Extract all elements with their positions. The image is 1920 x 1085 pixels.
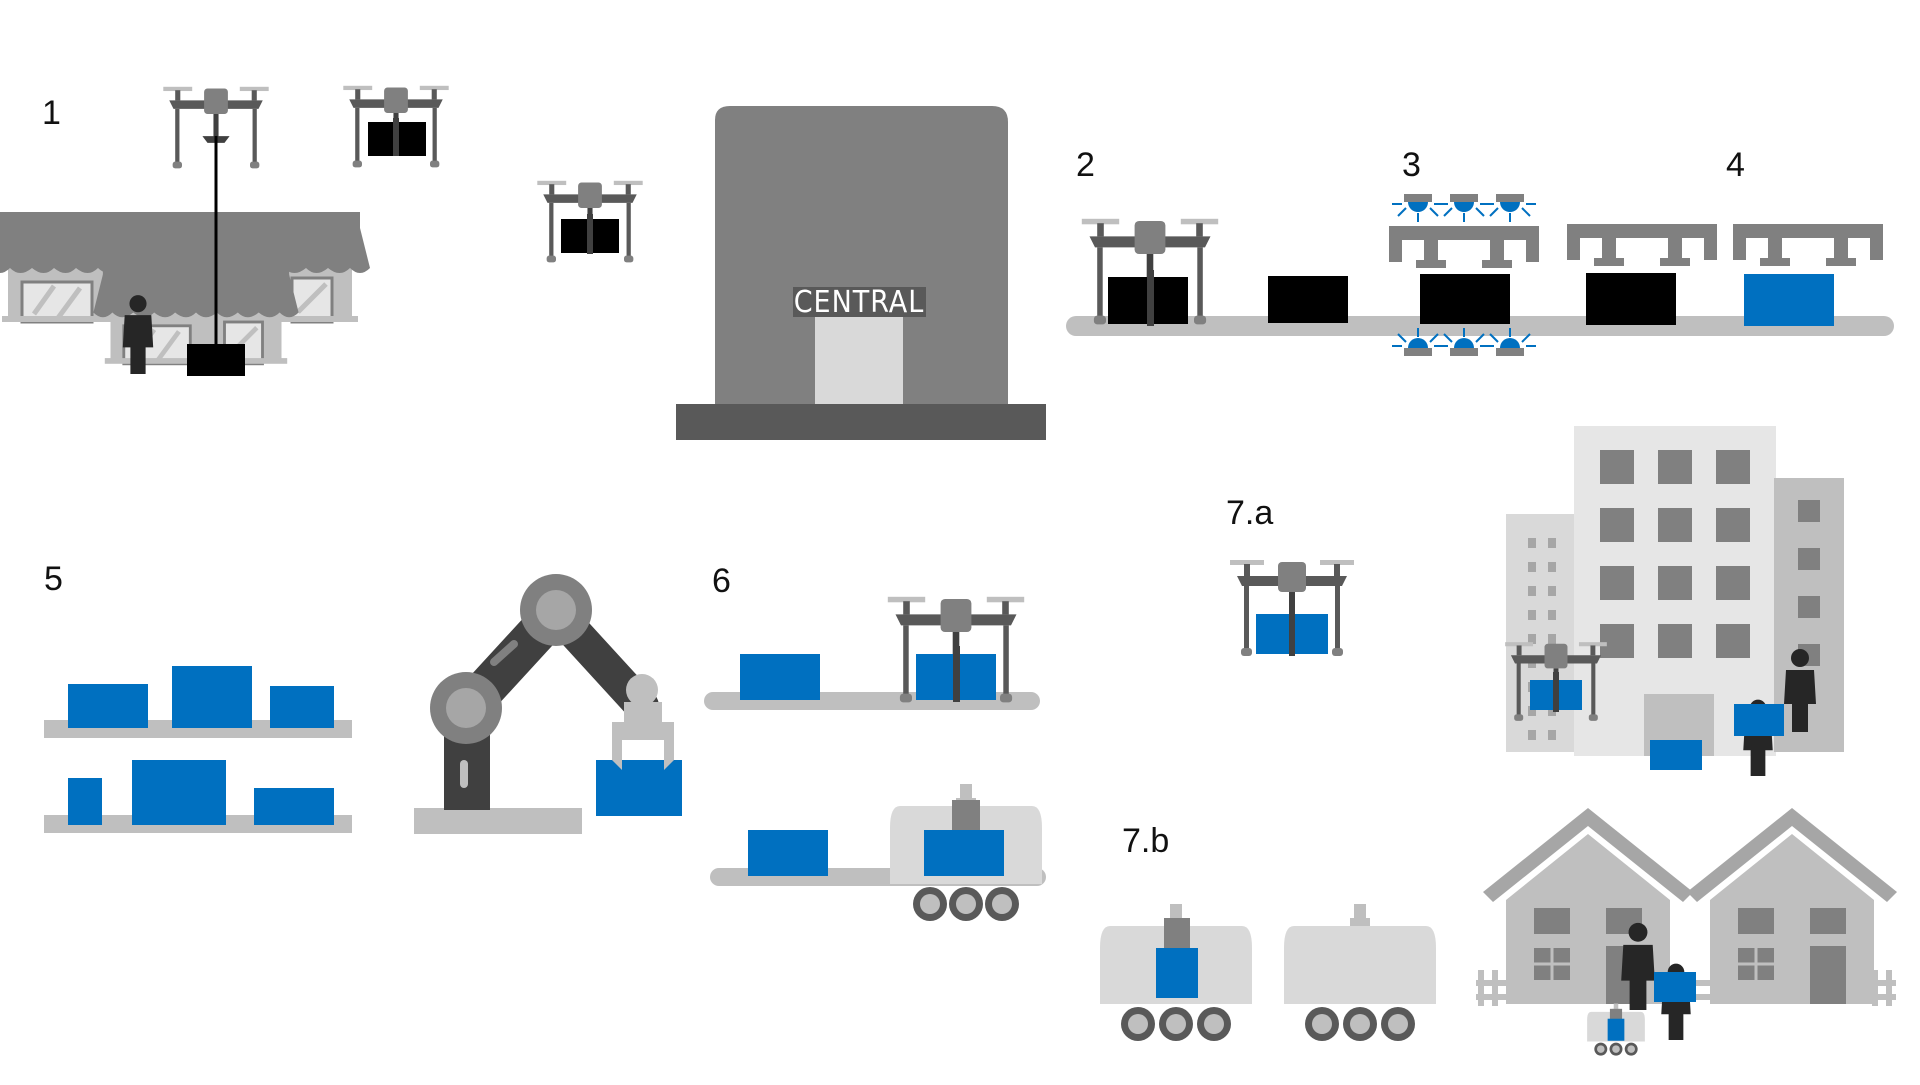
- step7b-label: 7.b: [1122, 822, 1169, 860]
- package-icon: [187, 344, 245, 376]
- package-icon: [270, 686, 334, 728]
- package-icon: [740, 654, 820, 700]
- package-icon: [132, 760, 226, 825]
- gripper-icon: [1733, 224, 1883, 266]
- step7a-label: 7.a: [1226, 494, 1273, 532]
- step5-group: 5: [44, 560, 682, 834]
- step2-label: 2: [1076, 146, 1095, 184]
- package-icon: [254, 788, 334, 825]
- step7a-group: 7.a: [1226, 426, 1844, 776]
- step1-group: 1: [0, 85, 643, 376]
- central-building: CENTRAL: [676, 106, 1046, 440]
- delivery-robot-icon: [1100, 904, 1252, 1041]
- shop-icon: [0, 212, 370, 364]
- package-icon: [1650, 740, 1702, 770]
- step1-label: 1: [42, 94, 61, 132]
- package-icon: [596, 760, 682, 816]
- step5-label: 5: [44, 560, 63, 598]
- package-icon: [1744, 274, 1834, 326]
- package-icon: [1586, 273, 1676, 325]
- step6-group: 6: [704, 562, 1046, 921]
- package-icon: [1420, 274, 1510, 324]
- house-icon: [1685, 806, 1899, 1006]
- fence: [1476, 970, 1896, 1006]
- conveyor-steps-2-4: 2 3 4: [1066, 146, 1894, 357]
- package-icon: [68, 778, 102, 825]
- delivery-robot-icon: [1284, 904, 1436, 1041]
- package-icon: [1654, 972, 1696, 1002]
- gripper-icon: [1389, 226, 1539, 268]
- gripper-icon: [1567, 224, 1717, 266]
- package-icon: [748, 830, 828, 876]
- package-icon: [1268, 276, 1348, 323]
- package-icon: [1734, 704, 1784, 736]
- central-door: [815, 317, 903, 404]
- central-sign: CENTRAL: [794, 285, 925, 320]
- step7b-group: 7.b: [1100, 806, 1899, 1056]
- delivery-robot-icon: [1587, 1003, 1645, 1056]
- package-icon: [172, 666, 252, 728]
- step4-label: 4: [1726, 146, 1745, 184]
- uv-station: [1389, 193, 1539, 357]
- step3-label: 3: [1402, 146, 1421, 184]
- delivery-robot-icon: [890, 784, 1042, 921]
- robot-arm-icon: [414, 574, 674, 834]
- step6-label: 6: [712, 562, 731, 600]
- building-icon: [1506, 426, 1844, 756]
- package-icon: [68, 684, 148, 728]
